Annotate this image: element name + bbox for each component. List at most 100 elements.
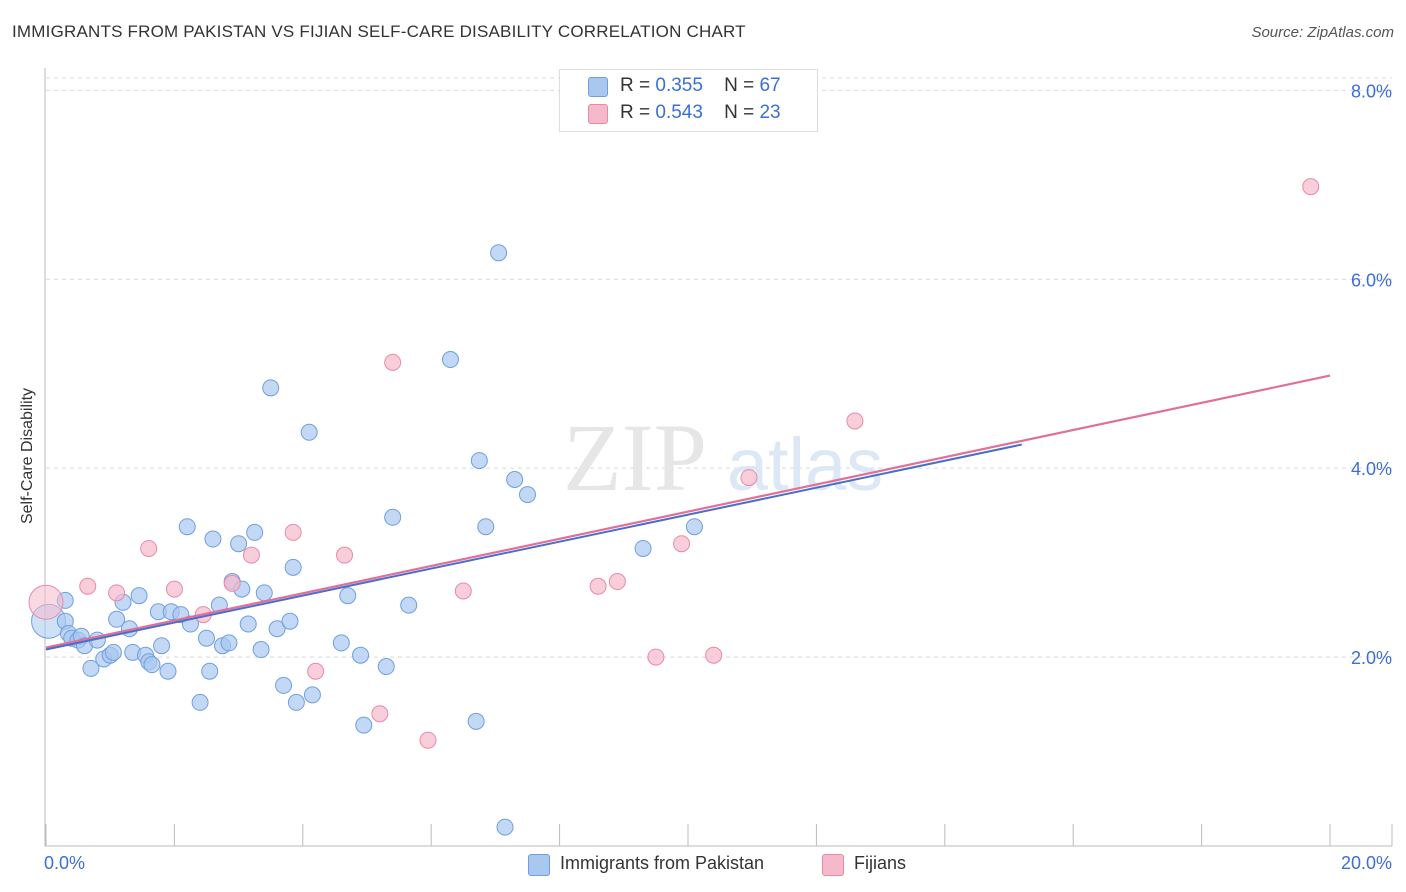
data-point-pakistan bbox=[303, 686, 321, 704]
bottom-legend-swatch-pakistan bbox=[528, 854, 550, 876]
y-tick-label: 8.0% bbox=[1351, 81, 1392, 101]
data-point-pakistan bbox=[470, 452, 488, 470]
data-point-pakistan bbox=[246, 523, 264, 541]
legend-swatch-fijians bbox=[588, 104, 608, 124]
legend-swatch-pakistan bbox=[588, 77, 608, 97]
chart-title: IMMIGRANTS FROM PAKISTAN VS FIJIAN SELF-… bbox=[12, 22, 746, 41]
y-axis-title: Self-Care Disability bbox=[19, 387, 36, 525]
legend-r-label: R = bbox=[620, 102, 651, 123]
data-point-fijians bbox=[384, 353, 402, 371]
data-point-fijians bbox=[705, 646, 723, 664]
data-point-pakistan bbox=[384, 508, 402, 526]
legend-n-value: 67 bbox=[759, 75, 781, 96]
data-point-fijians bbox=[371, 705, 389, 723]
data-point-pakistan bbox=[262, 379, 280, 397]
legend-r-value: 0.543 bbox=[655, 102, 703, 123]
data-point-fijians bbox=[419, 731, 437, 749]
data-point-pakistan bbox=[255, 584, 273, 602]
x-tick-label: 20.0% bbox=[1341, 853, 1392, 873]
data-point-pakistan bbox=[634, 539, 652, 557]
data-point-pakistan bbox=[252, 641, 270, 659]
data-point-fijians bbox=[284, 523, 302, 541]
data-point-pakistan bbox=[201, 662, 219, 680]
data-point-fijians bbox=[673, 535, 691, 553]
data-point-pakistan bbox=[519, 486, 536, 504]
data-point-fijians bbox=[846, 412, 864, 430]
data-point-pakistan bbox=[477, 518, 495, 536]
data-point-pakistan bbox=[506, 471, 524, 489]
watermark-atlas: atlas bbox=[727, 423, 883, 506]
y-tick-label: 6.0% bbox=[1351, 270, 1392, 290]
data-point-fijians bbox=[242, 546, 260, 564]
source-label: Source: ZipAtlas.com bbox=[1251, 24, 1394, 41]
bottom-legend-label-pakistan: Immigrants from Pakistan bbox=[560, 853, 765, 873]
data-point-pakistan bbox=[300, 423, 318, 441]
data-point-fijians bbox=[79, 577, 97, 595]
bottom-legend-swatch-fijians bbox=[822, 854, 844, 876]
data-point-pakistan bbox=[204, 530, 222, 548]
data-point-pakistan bbox=[284, 558, 302, 576]
legend-n-label: N = bbox=[724, 102, 755, 123]
data-point-pakistan bbox=[130, 587, 148, 605]
data-point-pakistan bbox=[230, 535, 248, 553]
trend-lines bbox=[45, 374, 1331, 651]
legend-n-value: 23 bbox=[759, 102, 781, 123]
series-pakistan-points bbox=[31, 244, 703, 836]
data-point-fijians bbox=[336, 546, 354, 564]
data-point-pakistan bbox=[490, 244, 508, 262]
watermark: ZIP atlas bbox=[563, 404, 883, 511]
data-point-fijians bbox=[223, 574, 241, 592]
bottom-legend-label-fijians: Fijians bbox=[854, 853, 907, 873]
data-point-pakistan bbox=[352, 646, 370, 664]
y-tick-label: 4.0% bbox=[1351, 459, 1392, 479]
correlation-legend: R = 0.355 N = 67 R = 0.543 N = 23 bbox=[559, 69, 818, 132]
data-point-fijians bbox=[165, 580, 183, 598]
data-point-pakistan bbox=[339, 587, 357, 605]
trend-line-pakistan bbox=[45, 443, 1023, 651]
data-point-fijians bbox=[28, 584, 64, 620]
series-fijians-points bbox=[28, 178, 1320, 749]
data-point-pakistan bbox=[377, 658, 395, 676]
data-point-pakistan bbox=[287, 693, 305, 711]
data-point-fijians bbox=[108, 584, 126, 602]
data-point-pakistan bbox=[685, 518, 703, 536]
data-point-pakistan bbox=[467, 712, 485, 730]
data-point-pakistan bbox=[239, 615, 257, 633]
data-point-pakistan bbox=[332, 634, 350, 652]
data-point-fijians bbox=[307, 662, 325, 680]
tick-labels: 2.0% 4.0% 6.0% 8.0% 0.0% 20.0% bbox=[44, 81, 1392, 873]
grid-lines bbox=[46, 77, 1392, 658]
data-point-pakistan bbox=[191, 693, 209, 711]
x-tick-label: 0.0% bbox=[44, 853, 85, 873]
axes bbox=[44, 68, 1393, 847]
data-point-pakistan bbox=[153, 637, 171, 655]
data-point-pakistan bbox=[281, 612, 299, 630]
data-point-pakistan bbox=[198, 629, 215, 647]
data-point-fijians bbox=[740, 469, 758, 487]
data-point-pakistan bbox=[400, 596, 418, 614]
legend-r-value: 0.355 bbox=[655, 75, 703, 96]
data-point-pakistan bbox=[159, 662, 177, 680]
data-point-pakistan bbox=[441, 351, 459, 369]
data-point-pakistan bbox=[143, 656, 161, 674]
data-point-pakistan bbox=[82, 659, 100, 677]
data-point-fijians bbox=[1302, 178, 1320, 196]
legend-n-label: N = bbox=[724, 75, 755, 96]
data-point-fijians bbox=[589, 577, 607, 595]
watermark-zip: ZIP bbox=[563, 404, 707, 511]
data-point-pakistan bbox=[355, 716, 373, 734]
data-point-fijians bbox=[608, 573, 626, 591]
data-point-pakistan bbox=[275, 676, 293, 694]
data-point-fijians bbox=[647, 648, 665, 666]
data-point-pakistan bbox=[178, 518, 196, 536]
data-point-fijians bbox=[140, 539, 158, 557]
data-point-pakistan bbox=[108, 610, 126, 628]
data-point-pakistan bbox=[496, 818, 514, 836]
data-point-fijians bbox=[454, 582, 472, 600]
data-point-pakistan bbox=[268, 620, 286, 638]
data-point-pakistan bbox=[220, 634, 238, 652]
y-tick-label: 2.0% bbox=[1351, 648, 1392, 668]
trend-line-fijians bbox=[45, 374, 1331, 649]
legend-r-label: R = bbox=[620, 75, 651, 96]
